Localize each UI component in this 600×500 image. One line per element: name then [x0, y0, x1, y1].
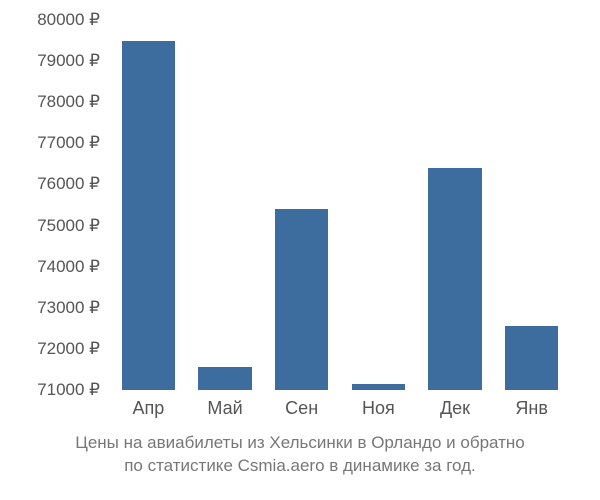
bar: [352, 384, 406, 390]
bar: [428, 168, 482, 390]
y-tick-label: 77000 ₽: [0, 133, 100, 153]
chart-caption: Цены на авиабилеты из Хельсинки в Орланд…: [0, 432, 600, 478]
x-tick-label: Дек: [440, 398, 470, 419]
y-tick-label: 79000 ₽: [0, 51, 100, 71]
bar: [122, 41, 176, 390]
bar: [198, 367, 252, 390]
y-tick-label: 74000 ₽: [0, 257, 100, 277]
plot-area: [110, 20, 570, 390]
bar: [275, 209, 329, 390]
caption-line-2: по статистике Csmia.aero в динамике за г…: [124, 456, 476, 475]
x-tick-label: Май: [207, 398, 242, 419]
x-tick-label: Янв: [515, 398, 548, 419]
x-tick-label: Апр: [132, 398, 164, 419]
y-tick-label: 80000 ₽: [0, 10, 100, 30]
price-bar-chart: 71000 ₽ 72000 ₽ 73000 ₽ 74000 ₽ 75000 ₽ 76000…: [0, 0, 600, 500]
y-tick-label: 72000 ₽: [0, 339, 100, 359]
y-tick-label: 78000 ₽: [0, 92, 100, 112]
x-tick-label: Сен: [285, 398, 318, 419]
caption-line-1: Цены на авиабилеты из Хельсинки в Орланд…: [75, 433, 524, 452]
y-tick-label: 73000 ₽: [0, 298, 100, 318]
y-tick-label: 76000 ₽: [0, 174, 100, 194]
x-tick-label: Ноя: [362, 398, 395, 419]
y-tick-label: 75000 ₽: [0, 216, 100, 236]
bar: [505, 326, 559, 390]
y-tick-label: 71000 ₽: [0, 380, 100, 400]
